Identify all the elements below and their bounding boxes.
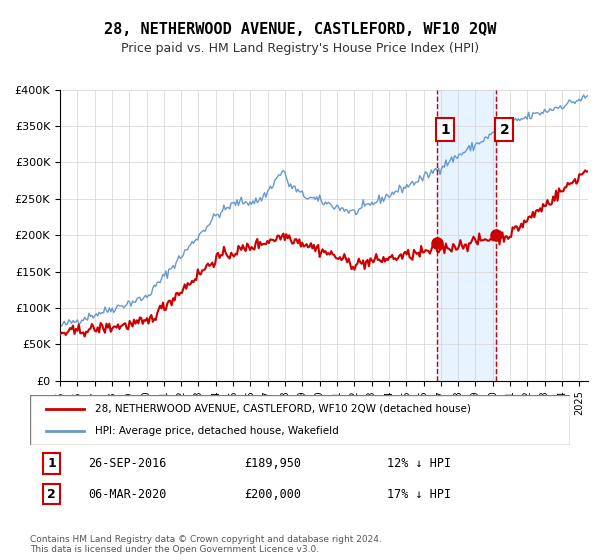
Bar <box>437 90 496 381</box>
Text: 2: 2 <box>500 123 509 137</box>
Text: 26-SEP-2016: 26-SEP-2016 <box>88 457 166 470</box>
Text: £189,950: £189,950 <box>245 457 302 470</box>
Text: 06-MAR-2020: 06-MAR-2020 <box>88 488 166 501</box>
Text: £200,000: £200,000 <box>245 488 302 501</box>
Text: 28, NETHERWOOD AVENUE, CASTLEFORD, WF10 2QW (detached house): 28, NETHERWOOD AVENUE, CASTLEFORD, WF10 … <box>95 404 470 414</box>
Text: 12% ↓ HPI: 12% ↓ HPI <box>387 457 451 470</box>
Text: 1: 1 <box>440 123 450 137</box>
Text: 2: 2 <box>47 488 56 501</box>
Text: 17% ↓ HPI: 17% ↓ HPI <box>387 488 451 501</box>
Text: Contains HM Land Registry data © Crown copyright and database right 2024.
This d: Contains HM Land Registry data © Crown c… <box>30 535 382 554</box>
Text: HPI: Average price, detached house, Wakefield: HPI: Average price, detached house, Wake… <box>95 426 338 436</box>
Text: 28, NETHERWOOD AVENUE, CASTLEFORD, WF10 2QW: 28, NETHERWOOD AVENUE, CASTLEFORD, WF10 … <box>104 22 496 38</box>
Text: Price paid vs. HM Land Registry's House Price Index (HPI): Price paid vs. HM Land Registry's House … <box>121 42 479 55</box>
Text: 1: 1 <box>47 457 56 470</box>
FancyBboxPatch shape <box>30 395 570 445</box>
